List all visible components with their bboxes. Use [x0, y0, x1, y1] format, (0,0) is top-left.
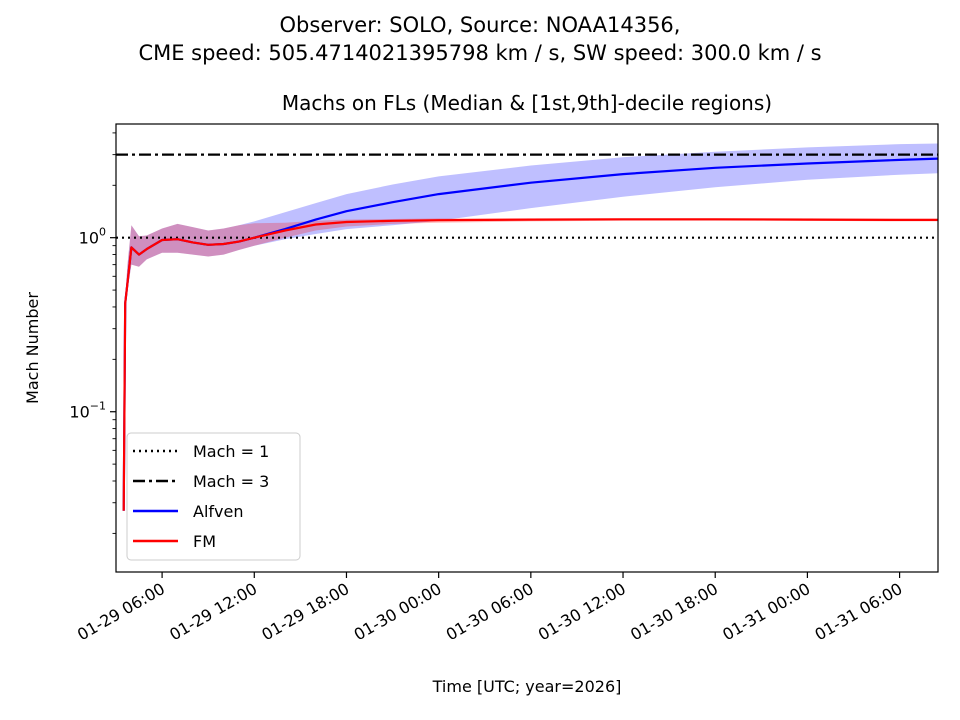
- x-tick-label: 01-31 06:00: [812, 579, 906, 644]
- figure-suptitle-line2: CME speed: 505.4714021395798 km / s, SW …: [138, 41, 821, 65]
- x-tick-label: 01-31 00:00: [719, 579, 813, 644]
- legend-box: [126, 432, 301, 561]
- fm-decile-band: [123, 218, 938, 511]
- figure-suptitle-line1: Observer: SOLO, Source: NOAA14356,: [280, 13, 681, 37]
- x-tick-label: 01-30 06:00: [443, 579, 537, 644]
- x-tick-label: 01-29 18:00: [258, 579, 352, 644]
- x-tick-label: 01-29 12:00: [166, 579, 260, 644]
- plot-frame: [115, 123, 939, 573]
- fm-median-line: [122, 218, 938, 511]
- y-tick-label: 100: [79, 226, 106, 248]
- decile-bands: [123, 143, 938, 511]
- legend-label-alfven: Alfven: [193, 502, 243, 521]
- legend-label-mach-1: Mach = 1: [193, 442, 269, 461]
- y-axis-label: Mach Number: [23, 292, 42, 404]
- y-axis: 100 10−1: [69, 132, 116, 534]
- x-tick-label: 01-30 00:00: [351, 579, 445, 644]
- x-tick-label: 01-29 06:00: [74, 579, 168, 644]
- x-tick-label: 01-30 12:00: [535, 579, 629, 644]
- x-tick-label: 01-30 18:00: [627, 579, 721, 644]
- y-tick-label: 10−1: [69, 400, 106, 422]
- legend-label-mach-3: Mach = 3: [193, 472, 269, 491]
- median-lines: [122, 157, 938, 511]
- legend-label-fm: FM: [193, 532, 216, 551]
- legend: Mach = 1 Mach = 3 Alfven FM: [126, 432, 301, 561]
- reference-lines: [116, 153, 938, 239]
- x-axis-label: Time [UTC; year=2026]: [432, 677, 622, 696]
- chart-title: Machs on FLs (Median & [1st,9th]-decile …: [282, 91, 772, 115]
